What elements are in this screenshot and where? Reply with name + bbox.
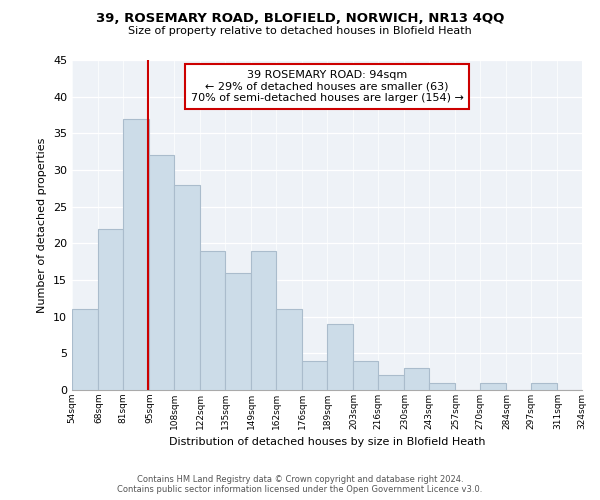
Bar (149, 156, 174, 390)
Text: Contains HM Land Registry data © Crown copyright and database right 2024.
Contai: Contains HM Land Registry data © Crown c… (118, 474, 482, 494)
Bar (302, 360, 327, 390)
Bar (327, 324, 353, 390)
Bar (174, 184, 200, 390)
Bar (225, 272, 251, 390)
Y-axis label: Number of detached properties: Number of detached properties (37, 138, 47, 312)
Bar (480, 382, 506, 390)
X-axis label: Distribution of detached houses by size in Blofield Heath: Distribution of detached houses by size … (169, 438, 485, 448)
Text: 39 ROSEMARY ROAD: 94sqm
← 29% of detached houses are smaller (63)
70% of semi-de: 39 ROSEMARY ROAD: 94sqm ← 29% of detache… (191, 70, 463, 103)
Bar (251, 250, 276, 390)
Bar (404, 368, 429, 390)
Bar (378, 376, 404, 390)
Bar (276, 310, 302, 390)
Bar (72, 310, 98, 390)
Bar (98, 228, 123, 390)
Text: 39, ROSEMARY ROAD, BLOFIELD, NORWICH, NR13 4QQ: 39, ROSEMARY ROAD, BLOFIELD, NORWICH, NR… (96, 12, 504, 26)
Bar (531, 382, 557, 390)
Bar (200, 250, 225, 390)
Bar (353, 360, 378, 390)
Bar (429, 382, 455, 390)
Text: Size of property relative to detached houses in Blofield Heath: Size of property relative to detached ho… (128, 26, 472, 36)
Bar (123, 118, 149, 390)
